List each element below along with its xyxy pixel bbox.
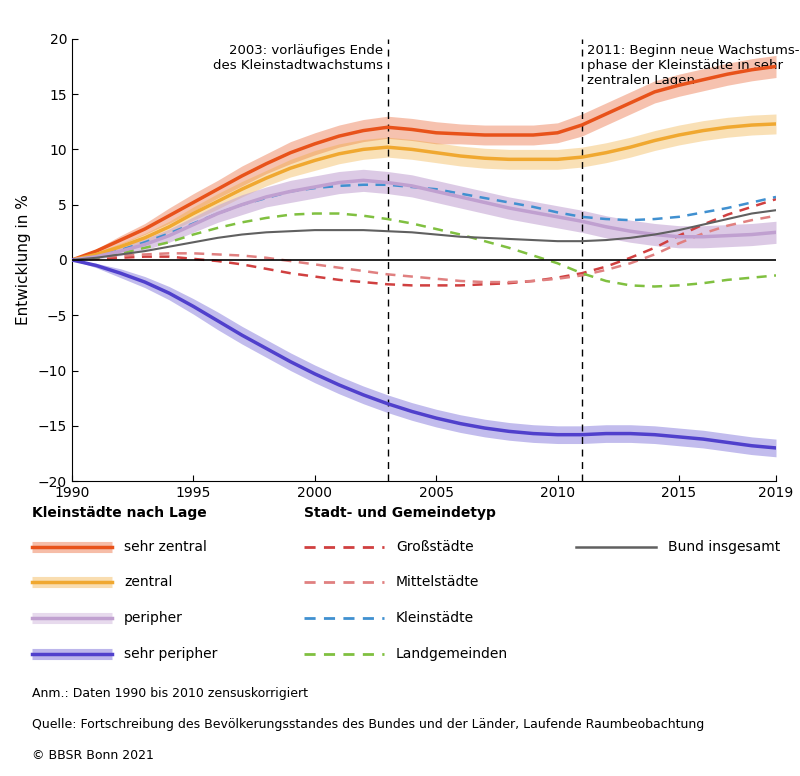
Text: 2011: Beginn neue Wachstums-
phase der Kleinstädte in sehr
zentralen Lagen: 2011: Beginn neue Wachstums- phase der K…	[586, 44, 799, 88]
Text: Quelle: Fortschreibung des Bevölkerungsstandes des Bundes und der Länder, Laufen: Quelle: Fortschreibung des Bevölkerungss…	[32, 718, 704, 731]
Text: Landgemeinden: Landgemeinden	[396, 646, 508, 660]
Text: Großstädte: Großstädte	[396, 539, 474, 553]
Text: Anm.: Daten 1990 bis 2010 zensuskorrigiert: Anm.: Daten 1990 bis 2010 zensuskorrigie…	[32, 687, 308, 700]
Text: 2003: vorläufiges Ende
des Kleinstadtwachstums: 2003: vorläufiges Ende des Kleinstadtwac…	[213, 44, 382, 72]
Text: Kleinstädte nach Lage: Kleinstädte nach Lage	[32, 506, 206, 520]
Text: Mittelstädte: Mittelstädte	[396, 575, 479, 589]
Text: © BBSR Bonn 2021: © BBSR Bonn 2021	[32, 749, 154, 762]
Text: sehr zentral: sehr zentral	[124, 539, 207, 553]
Text: Kleinstädte: Kleinstädte	[396, 611, 474, 625]
Text: peripher: peripher	[124, 611, 183, 625]
Text: zentral: zentral	[124, 575, 172, 589]
Y-axis label: Entwicklung in %: Entwicklung in %	[16, 195, 31, 325]
Text: Stadt- und Gemeindetyp: Stadt- und Gemeindetyp	[304, 506, 496, 520]
Text: Bund insgesamt: Bund insgesamt	[668, 539, 780, 553]
Text: sehr peripher: sehr peripher	[124, 646, 218, 660]
